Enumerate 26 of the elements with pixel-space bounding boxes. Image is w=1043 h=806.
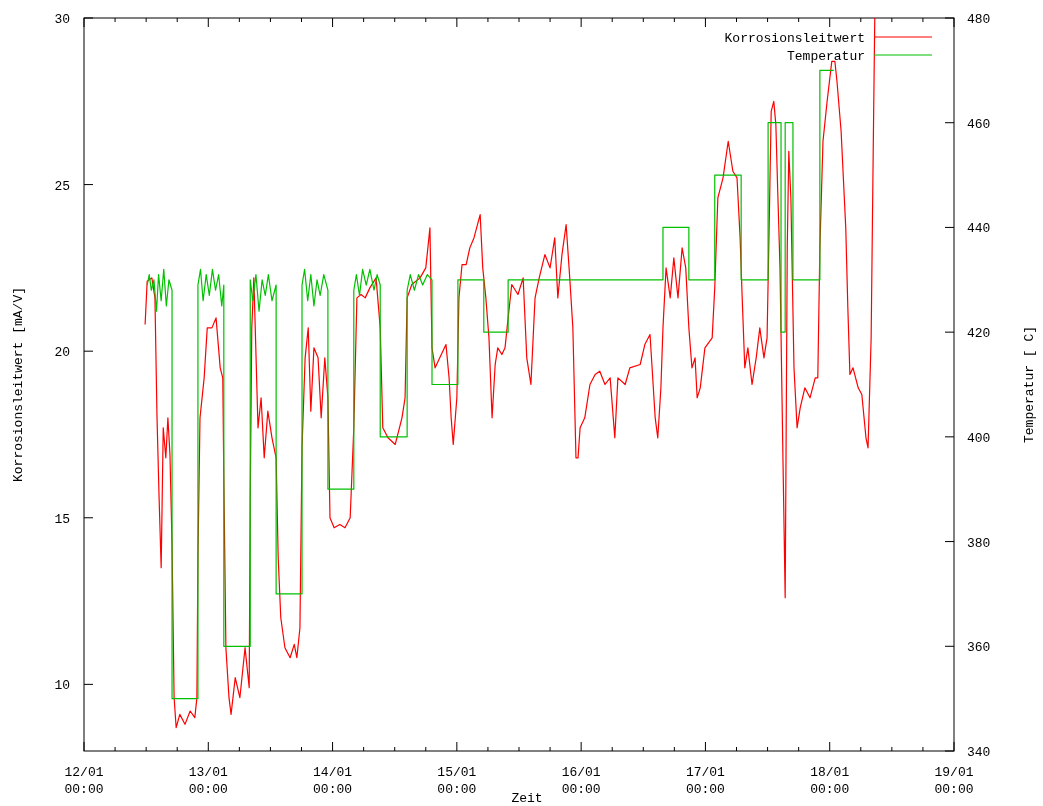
- x-axis-title: Zeit: [511, 791, 543, 806]
- y-tick-label: 10: [54, 678, 70, 694]
- y2-tick-label: 460: [967, 116, 991, 132]
- y2-tick-label: 340: [967, 745, 991, 760]
- y2-tick-label: 380: [967, 535, 991, 551]
- y2-tick-label: 400: [967, 430, 991, 446]
- y2-tick-label: 440: [967, 221, 991, 237]
- legend-label: Korrosionsleitwert: [724, 31, 865, 46]
- x-tick-label: 17/01 00:00: [685, 765, 726, 797]
- y-tick-label: 30: [54, 12, 70, 27]
- y2-axis-title: Temperatur [ C]: [1022, 325, 1037, 444]
- x-tick-label: 16/01 00:00: [561, 765, 601, 797]
- legend-label: Temperatur: [786, 49, 865, 64]
- y-axis-title: Korrosionsleitwert [mA/V]: [11, 286, 26, 483]
- x-tick-label: 19/01 00:00: [934, 765, 974, 797]
- y-tick-label: 25: [54, 178, 70, 194]
- x-tick-label: 12/01 00:00: [64, 765, 104, 797]
- y2-tick-label: 420: [967, 326, 991, 342]
- x-tick-label: 15/01 00:00: [437, 765, 477, 797]
- y-tick-label: 15: [54, 511, 70, 527]
- x-tick-label: 18/01 00:00: [810, 765, 850, 797]
- x-tick-label: 13/01 00:00: [188, 765, 228, 797]
- x-tick-label: 14/01 00:00: [313, 765, 353, 797]
- y2-tick-label: 360: [967, 640, 991, 656]
- y-tick-label: 20: [54, 345, 70, 361]
- y2-tick-label: 480: [967, 12, 991, 27]
